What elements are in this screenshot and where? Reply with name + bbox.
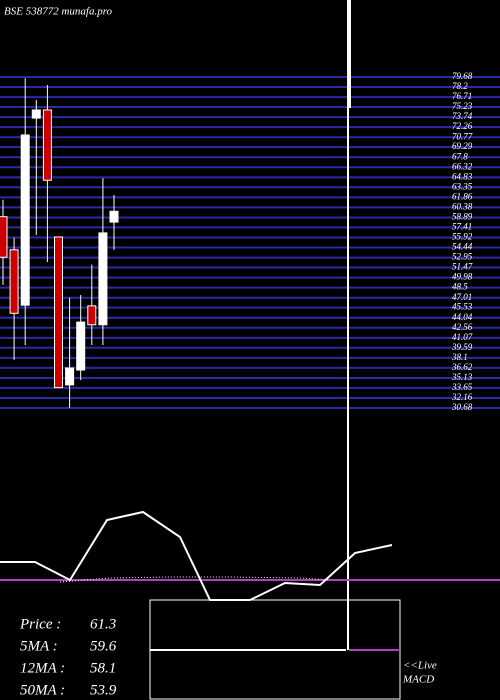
info-value: 59.6	[90, 638, 117, 654]
y-tick-label: 70.77	[452, 131, 473, 141]
candle-body	[87, 305, 97, 326]
y-tick-label: 47.01	[452, 292, 472, 302]
y-tick-label: 58.89	[452, 212, 473, 222]
candle-body	[76, 321, 86, 371]
chart-title: BSE 538772 munafa.pro	[4, 6, 113, 18]
y-tick-label: 42.56	[452, 322, 473, 332]
y-tick-label: 51.47	[452, 262, 473, 272]
y-tick-label: 48.5	[452, 282, 468, 292]
y-tick-label: 69.29	[452, 141, 473, 151]
y-tick-label: 36.62	[451, 362, 473, 372]
y-tick-label: 73.74	[452, 111, 473, 121]
candle-body	[20, 134, 30, 306]
info-value: 53.9	[90, 682, 117, 698]
candle-body	[0, 216, 8, 258]
info-label: 5MA :	[20, 638, 58, 654]
info: Price : 61.3 5MA : 59.6 12MA : 58.1 50MA : 53.9	[19, 616, 117, 698]
candle-body	[98, 232, 108, 326]
candle-body	[31, 109, 41, 119]
y-tick-label: 41.07	[452, 332, 473, 342]
y-tick-label: 72.26	[452, 121, 473, 131]
candle-body	[42, 109, 52, 181]
y-tick-label: 32.16	[451, 392, 473, 402]
y-tick-label: 66.32	[452, 161, 473, 171]
live-label: <<Live	[403, 660, 437, 672]
info-label: Price :	[19, 616, 61, 632]
y-tick-label: 35.13	[451, 372, 473, 382]
candle-body	[9, 249, 19, 314]
y-tick-label: 38.1	[451, 352, 468, 362]
info-label: 50MA :	[20, 682, 65, 698]
y-tick-label: 78.2	[452, 81, 468, 91]
candle-body	[109, 210, 119, 223]
y-tick-label: 33.65	[451, 382, 473, 392]
y-tick-label: 79.68	[452, 71, 473, 81]
y-tick-label: 63.35	[452, 181, 473, 191]
y-tick-label: 76.71	[452, 91, 472, 101]
y-tick-label: 55.92	[452, 232, 473, 242]
y-tick-label: 45.53	[452, 302, 473, 312]
macd-line	[0, 510, 393, 601]
y-tick-label: 67.8	[452, 151, 468, 161]
info-label: 12MA :	[20, 660, 65, 676]
indicator-label: MACD	[402, 674, 434, 686]
candle-body	[65, 367, 75, 386]
y-tick-label: 39.59	[451, 342, 473, 352]
y-tick-label: 49.98	[452, 272, 473, 282]
y-tick-label: 44.04	[452, 312, 473, 322]
candle-body	[54, 236, 63, 389]
y-tick-label: 60.38	[452, 201, 473, 211]
y-tick-label: 30.68	[451, 402, 473, 412]
y-tick-label: 57.41	[452, 221, 472, 231]
y-tick-label: 54.44	[452, 242, 473, 252]
info-value: 58.1	[90, 660, 116, 676]
y-tick-label: 75.23	[452, 101, 473, 111]
candles	[0, 78, 119, 408]
info-value: 61.3	[90, 616, 116, 632]
y-tick-label: 52.95	[452, 252, 473, 262]
y-tick-label: 64.83	[452, 171, 473, 181]
y-tick-label: 61.86	[452, 191, 473, 201]
